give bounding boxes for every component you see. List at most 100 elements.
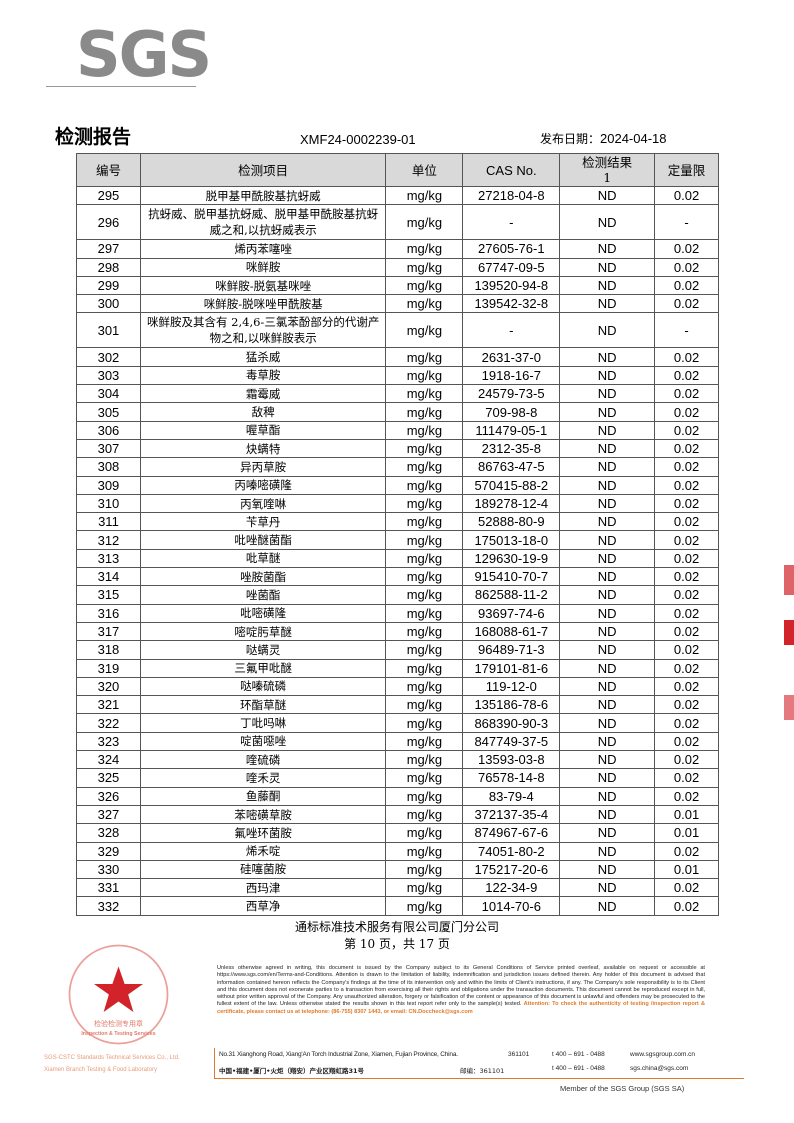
test-item: 异丙草胺	[139, 457, 387, 477]
cas-number: 111479-05-1	[462, 420, 561, 440]
limit: 0.01	[654, 804, 719, 825]
test-item: 喹禾灵	[139, 768, 387, 788]
limit: 0.02	[654, 185, 719, 206]
table-row: 331 西玛津 mg/kg 122-34-9 ND 0.02	[76, 878, 719, 898]
limit: -	[654, 312, 719, 349]
column-header: 检测结果 1	[559, 153, 656, 187]
result: ND	[559, 438, 656, 459]
seal-en-text: Inspection & Testing Services	[81, 1031, 155, 1037]
result: ND	[559, 347, 656, 367]
test-item: 脱甲基甲酰胺基抗蚜威	[139, 185, 387, 206]
cas-number: 93697-74-6	[462, 603, 561, 623]
seal-line: SGS-CSTC Standards Technical Services Co…	[44, 1055, 180, 1061]
table-row: 322 丁吡吗啉 mg/kg 868390-90-3 ND 0.02	[76, 713, 719, 733]
test-item: 咪鲜胺及其含有 2,4,6-三氯苯酚部分的代谢产物之和,以咪鲜胺表示	[139, 312, 387, 349]
email: sgs.china@sgs.com	[630, 1065, 689, 1072]
unit: mg/kg	[385, 312, 464, 349]
cas-number: 74051-80-2	[462, 841, 561, 861]
official-seal: 检验检测专用章 Inspection & Testing Services	[68, 944, 169, 1045]
unit: mg/kg	[385, 347, 464, 367]
table-row: 310 丙氧喹啉 mg/kg 189278-12-4 ND 0.02	[76, 493, 719, 514]
row-number: 297	[76, 239, 141, 259]
row-number: 299	[76, 275, 141, 296]
row-number: 311	[76, 512, 141, 532]
cas-number: 2312-35-8	[462, 438, 561, 459]
cas-number: 862588-11-2	[462, 585, 561, 605]
row-number: 319	[76, 658, 141, 678]
unit: mg/kg	[385, 275, 464, 296]
column-header: 编号	[76, 153, 141, 187]
table-row: 326 鱼藤酮 mg/kg 83-79-4 ND 0.02	[76, 786, 719, 806]
column-header: 单位	[385, 153, 464, 187]
test-item: 三氟甲吡醚	[139, 658, 387, 678]
unit: mg/kg	[385, 768, 464, 788]
date-value: 2024-04-18	[600, 131, 667, 146]
cas-number: 1918-16-7	[462, 365, 561, 386]
table-row: 308 异丙草胺 mg/kg 86763-47-5 ND 0.02	[76, 457, 719, 477]
limit: 0.02	[654, 275, 719, 296]
cas-number: 27218-04-8	[462, 185, 561, 206]
sgs-logo: SGS	[76, 18, 212, 91]
limit: 0.02	[654, 475, 719, 495]
test-item: 咪鲜胺-脱咪唑甲酰胺基	[139, 294, 387, 314]
unit: mg/kg	[385, 804, 464, 825]
unit: mg/kg	[385, 621, 464, 642]
report-number: XMF24-0002239-01	[300, 132, 416, 147]
limit: 0.02	[654, 365, 719, 386]
test-item: 丁吡吗啉	[139, 713, 387, 733]
website: www.sgsgroup.com.cn	[630, 1051, 696, 1058]
result: ND	[559, 804, 656, 825]
table-row: 327 苯嘧磺草胺 mg/kg 372137-35-4 ND 0.01	[76, 804, 719, 825]
unit: mg/kg	[385, 640, 464, 660]
cas-number: 67747-09-5	[462, 257, 561, 277]
row-number: 317	[76, 621, 141, 642]
authenticity-notice: Attention: To check the authenticity of …	[217, 1001, 705, 1015]
result: ND	[559, 585, 656, 605]
unit: mg/kg	[385, 713, 464, 733]
limit: 0.02	[654, 567, 719, 587]
edge-seal-mark	[784, 565, 794, 595]
unit: mg/kg	[385, 438, 464, 459]
limit: 0.02	[654, 640, 719, 660]
row-number: 315	[76, 585, 141, 605]
table-row: 303 毒草胺 mg/kg 1918-16-7 ND 0.02	[76, 365, 719, 386]
table-row: 297 烯丙苯噻唑 mg/kg 27605-76-1 ND 0.02	[76, 239, 719, 259]
table-row: 311 苄草丹 mg/kg 52888-80-9 ND 0.02	[76, 512, 719, 532]
limit: 0.02	[654, 239, 719, 259]
limit: 0.02	[654, 512, 719, 532]
seal-center-text: 检验检测专用章	[94, 1019, 143, 1028]
unit: mg/kg	[385, 493, 464, 514]
test-item: 哒嗪硫磷	[139, 676, 387, 697]
cas-number: 1014-70-6	[462, 896, 561, 916]
unit: mg/kg	[385, 585, 464, 605]
table-row: 324 喹硫磷 mg/kg 13593-03-8 ND 0.02	[76, 750, 719, 770]
phone: t 400 – 691 - 0488	[552, 1051, 605, 1058]
unit: mg/kg	[385, 402, 464, 422]
limit: 0.02	[654, 294, 719, 314]
result: ND	[559, 294, 656, 314]
limit: 0.02	[654, 695, 719, 715]
table-row: 298 咪鲜胺 mg/kg 67747-09-5 ND 0.02	[76, 257, 719, 277]
table-row: 317 嘧啶肟草醚 mg/kg 168088-61-7 ND 0.02	[76, 621, 719, 642]
test-item: 苄草丹	[139, 512, 387, 532]
cas-number: 139542-32-8	[462, 294, 561, 314]
result: ND	[559, 786, 656, 806]
test-item: 吡嘧磺隆	[139, 603, 387, 623]
row-number: 301	[76, 312, 141, 349]
unit: mg/kg	[385, 786, 464, 806]
cas-number: 179101-81-6	[462, 658, 561, 678]
table-row: 318 哒螨灵 mg/kg 96489-71-3 ND 0.02	[76, 640, 719, 660]
test-item: 猛杀威	[139, 347, 387, 367]
cas-number: 189278-12-4	[462, 493, 561, 514]
table-row: 307 炔螨特 mg/kg 2312-35-8 ND 0.02	[76, 438, 719, 459]
limit: 0.02	[654, 676, 719, 697]
test-item: 哒螨灵	[139, 640, 387, 660]
row-number: 306	[76, 420, 141, 440]
table-row: 321 环酯草醚 mg/kg 135186-78-6 ND 0.02	[76, 695, 719, 715]
test-item: 氟唑环菌胺	[139, 823, 387, 843]
test-item: 唑菌酯	[139, 585, 387, 605]
result: ND	[559, 731, 656, 752]
row-number: 321	[76, 695, 141, 715]
seal-lines: SGS-CSTC Standards Technical Services Co…	[44, 1052, 214, 1076]
table-row: 299 咪鲜胺-脱氨基咪唑 mg/kg 139520-94-8 ND 0.02	[76, 275, 719, 296]
